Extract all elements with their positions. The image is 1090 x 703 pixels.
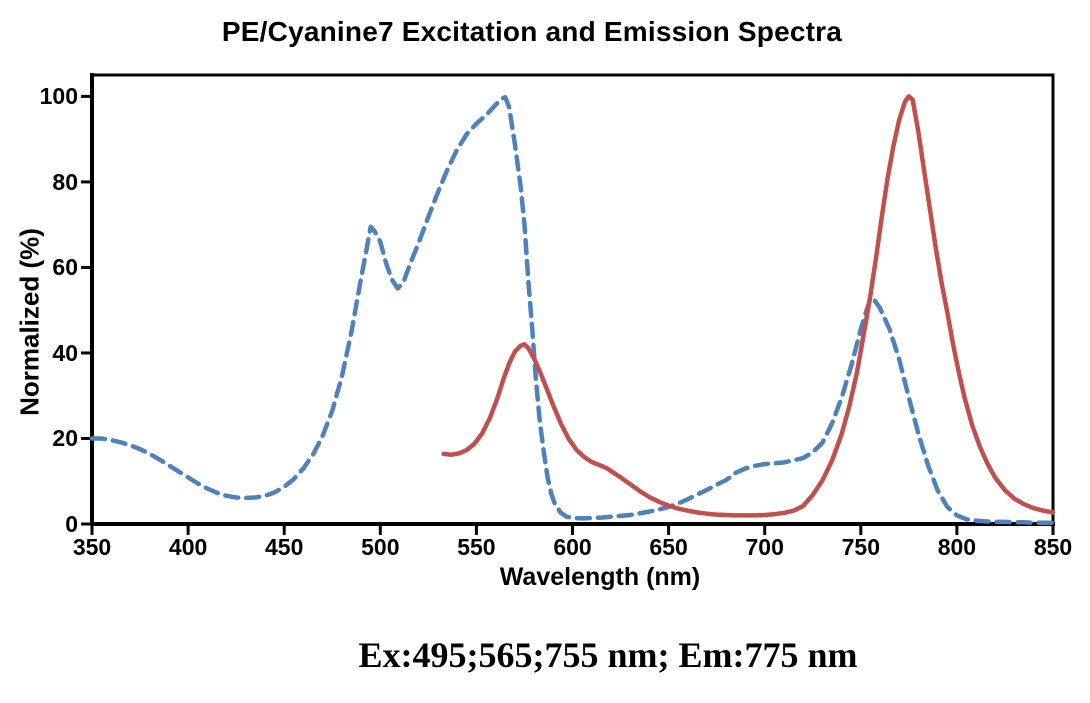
x-tick-label: 850: [1033, 534, 1073, 560]
x-axis-title: Wavelength (nm): [499, 563, 701, 591]
x-tick-label: 650: [649, 534, 688, 560]
x-tick-label: 800: [937, 534, 977, 560]
y-axis-title: Normalized (%): [14, 228, 45, 416]
plot-frame: [90, 73, 1055, 526]
y-tick-label: 0: [65, 511, 78, 537]
x-tick-label: 500: [361, 534, 400, 560]
y-tick-label: 100: [39, 83, 78, 110]
excitation-emission-annotation: Ex:495;565;755 nm; Em:775 nm: [358, 635, 858, 675]
y-tick-label: 80: [52, 168, 78, 195]
x-tick-label: 750: [841, 534, 880, 560]
x-tick-label: 700: [745, 534, 784, 560]
emission-curve: [441, 94, 1056, 518]
x-tick-label: 400: [168, 534, 208, 560]
excitation-curve: [89, 94, 1056, 525]
x-tick-label: 450: [265, 534, 304, 560]
y-tick-label: 60: [52, 254, 78, 281]
x-tick-label: 350: [72, 534, 112, 560]
x-tick-label: 600: [553, 534, 592, 560]
x-tick-label: 550: [457, 534, 496, 560]
y-tick-label: 40: [52, 339, 78, 366]
y-tick-label: 20: [52, 425, 78, 452]
chart-title: PE/Cyanine7 Excitation and Emission Spec…: [221, 16, 843, 47]
